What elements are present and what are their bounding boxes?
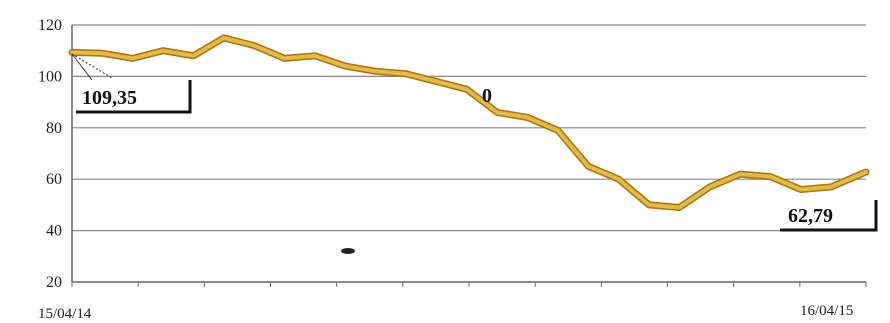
x-label-end: 16/04/15 <box>800 303 853 319</box>
start-callout-box <box>76 80 188 112</box>
x-tick-marks <box>71 282 867 287</box>
data-point <box>677 205 682 210</box>
end-callout: 62,79 <box>780 200 878 232</box>
data-point <box>283 56 287 61</box>
data-point <box>738 172 742 176</box>
y-tick-label: 40 <box>46 223 62 240</box>
start-callout-border <box>76 80 192 114</box>
middle-label: 0 <box>482 85 492 107</box>
start-callout-leader <box>71 53 113 79</box>
data-point <box>343 64 347 68</box>
data-point <box>525 115 530 120</box>
data-point <box>647 203 651 207</box>
y-tick-label: 100 <box>38 68 62 85</box>
end-callout-border <box>780 200 878 232</box>
data-point <box>191 54 196 58</box>
data-point <box>495 110 499 114</box>
x-label-start: 15/04/14 <box>38 306 92 322</box>
data-point <box>161 49 165 53</box>
start-callout: 109,35 <box>71 53 192 114</box>
data-point <box>222 36 226 40</box>
price-line <box>70 35 868 210</box>
data-point <box>404 72 408 76</box>
data-point <box>100 51 104 55</box>
price-line-shadow <box>68 34 870 211</box>
data-point <box>556 128 560 132</box>
data-point <box>252 43 256 48</box>
data-point <box>617 177 621 181</box>
y-tick-labels: 20 40 60 80 100 120 <box>38 17 62 291</box>
ink-mark <box>341 248 355 254</box>
y-tick-label: 120 <box>38 17 62 34</box>
start-value-label: 109,35 <box>82 87 137 109</box>
data-point <box>70 50 74 54</box>
data-point <box>374 69 378 73</box>
data-point <box>131 56 135 61</box>
y-tick-label: 80 <box>46 120 62 137</box>
data-point <box>434 79 439 84</box>
end-callout-box <box>780 200 876 230</box>
data-point <box>768 175 773 179</box>
data-points <box>70 36 868 210</box>
data-point <box>586 164 590 168</box>
data-point <box>799 187 803 192</box>
y-tick-label: 20 <box>46 274 62 291</box>
end-value-label: 62,79 <box>788 205 833 227</box>
start-callout-leader <box>71 53 93 81</box>
data-point <box>708 185 712 189</box>
data-point <box>864 170 868 174</box>
y-tick-label: 60 <box>46 171 62 188</box>
data-point <box>829 185 833 189</box>
data-point <box>313 54 317 58</box>
data-point <box>465 87 469 91</box>
